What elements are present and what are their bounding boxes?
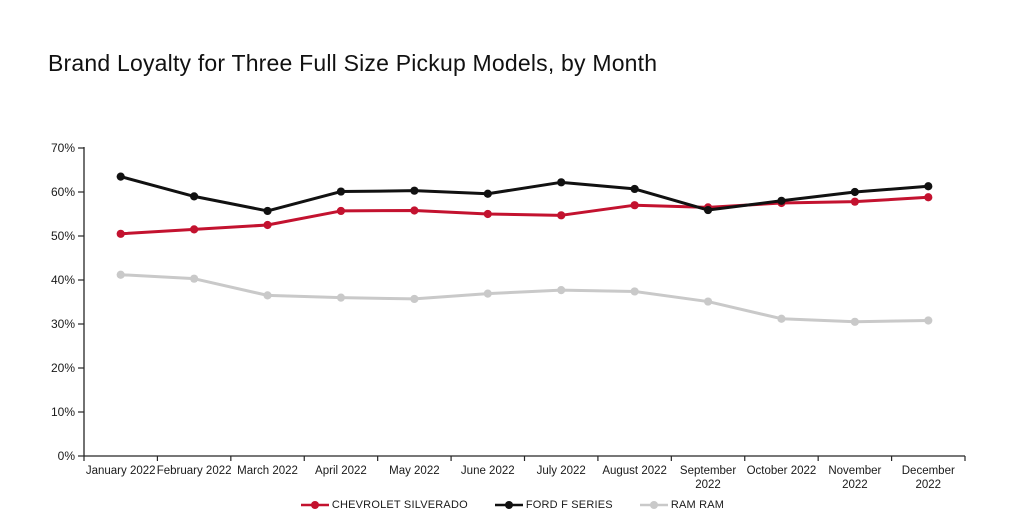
x-tick-label: June 2022	[461, 465, 515, 477]
y-tick-label: 40%	[51, 273, 75, 287]
data-point-ford-f-series-4	[410, 186, 419, 195]
legend-dot	[310, 501, 319, 509]
data-point-ram-ram-7	[630, 287, 639, 296]
data-point-ford-f-series-1	[190, 192, 199, 201]
data-point-ram-ram-1	[190, 274, 199, 283]
data-point-chevrolet-silverado-11	[924, 193, 933, 202]
x-tick-label: 2022	[842, 479, 868, 491]
data-point-ram-ram-2	[263, 291, 272, 300]
data-point-chevrolet-silverado-4	[410, 206, 419, 215]
data-point-ford-f-series-0	[116, 172, 125, 181]
series-line-chevrolet-silverado	[119, 195, 930, 236]
legend-label: FORD F SERIES	[525, 499, 613, 511]
y-tick-label: 20%	[51, 361, 75, 375]
x-tick-label: September	[680, 465, 736, 477]
data-point-ram-ram-8	[703, 297, 713, 306]
y-tick-label: 30%	[51, 317, 75, 331]
legend-dot	[504, 501, 513, 509]
data-point-chevrolet-silverado-2	[263, 220, 272, 230]
x-tick-label: May 2022	[389, 465, 440, 477]
data-point-ford-f-series-2	[263, 206, 272, 216]
data-point-ford-f-series-3	[336, 187, 346, 196]
data-point-ford-f-series-11	[924, 182, 933, 191]
data-point-ram-ram-4	[410, 294, 419, 304]
data-point-ford-f-series-6	[557, 178, 566, 187]
y-tick-label: 60%	[51, 185, 75, 199]
x-tick-label: December	[902, 465, 955, 477]
data-point-chevrolet-silverado-0	[116, 229, 125, 238]
data-point-ram-ram-6	[557, 286, 566, 295]
legend-label: RAM RAM	[670, 499, 725, 511]
legend-item-ford-f-series: FORD F SERIES	[494, 499, 613, 511]
legend-item-chevrolet-silverado: CHEVROLET SILVERADO	[300, 499, 468, 511]
x-tick-label: April 2022	[315, 465, 367, 477]
data-point-chevrolet-silverado-3	[336, 206, 346, 216]
y-tick-label: 10%	[51, 405, 75, 419]
data-point-ram-ram-11	[924, 316, 933, 325]
legend-dot	[649, 501, 658, 509]
x-tick-label: March 2022	[237, 465, 298, 477]
data-point-chevrolet-silverado-5	[483, 209, 492, 219]
data-point-ford-f-series-5	[483, 189, 492, 198]
x-tick-label: July 2022	[537, 465, 586, 477]
x-tick-label: 2022	[915, 479, 941, 491]
legend-marker-icon	[639, 501, 668, 509]
data-point-chevrolet-silverado-6	[557, 211, 566, 220]
data-point-ram-ram-9	[777, 314, 786, 323]
chart-title: Brand Loyalty for Three Full Size Pickup…	[48, 50, 658, 76]
y-tick-label: 50%	[51, 229, 75, 243]
chart-legend: CHEVROLET SILVERADO FORD F SERIES RAM RAM	[0, 499, 1024, 511]
x-tick-label: August 2022	[602, 465, 667, 477]
data-point-ram-ram-5	[483, 289, 492, 298]
data-point-ford-f-series-8	[703, 205, 713, 215]
x-tick-label: November	[828, 465, 881, 477]
x-tick-label: January 2022	[86, 465, 156, 477]
data-point-ford-f-series-10	[850, 187, 859, 197]
legend-marker-icon	[300, 501, 329, 509]
data-point-ford-f-series-7	[630, 184, 639, 194]
data-point-ram-ram-3	[336, 293, 346, 302]
data-point-chevrolet-silverado-7	[630, 201, 639, 210]
data-point-ram-ram-0	[116, 270, 125, 279]
legend-label: CHEVROLET SILVERADO	[331, 499, 468, 511]
data-point-ram-ram-10	[850, 317, 859, 326]
series-line-ram-ram	[119, 273, 930, 324]
legend-item-ram-ram: RAM RAM	[639, 499, 724, 511]
x-tick-label: October 2022	[747, 465, 817, 477]
data-point-chevrolet-silverado-1	[190, 225, 199, 234]
data-point-ford-f-series-9	[777, 196, 786, 205]
x-tick-label: February 2022	[157, 465, 232, 477]
y-tick-label: 70%	[51, 141, 75, 155]
x-tick-label: 2022	[695, 479, 721, 491]
series-line-ford-f-series	[119, 175, 930, 213]
data-point-chevrolet-silverado-10	[850, 197, 859, 206]
legend-marker-icon	[494, 501, 523, 509]
y-tick-label: 0%	[58, 449, 76, 463]
